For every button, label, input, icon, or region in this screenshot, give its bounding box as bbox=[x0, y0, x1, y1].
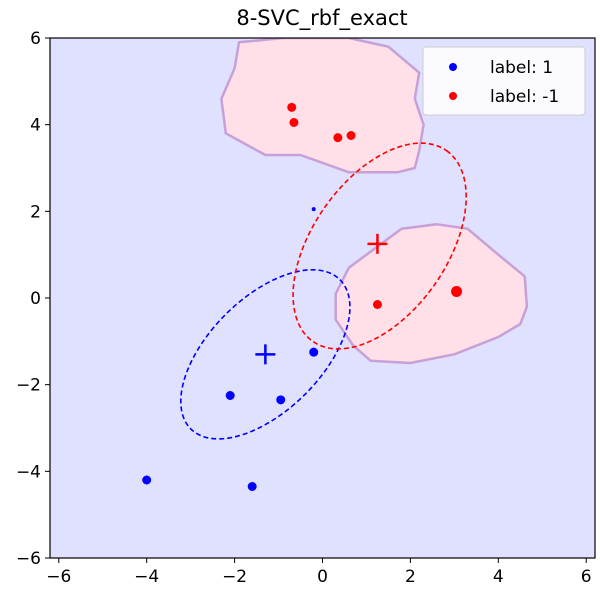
decision-region-positive-2 bbox=[334, 223, 529, 365]
data-point-series-2-5 bbox=[372, 300, 382, 309]
legend-label-series-1: label: 1 bbox=[490, 58, 553, 78]
x-tick-label: −4 bbox=[134, 567, 159, 587]
y-tick-label: 2 bbox=[30, 202, 41, 222]
x-tick-label: −6 bbox=[46, 567, 71, 587]
legend-label-series-2: label: -1 bbox=[490, 87, 559, 107]
data-point-series-1-3 bbox=[276, 395, 286, 405]
y-tick-label: −6 bbox=[16, 549, 41, 569]
data-point-series-1-1 bbox=[309, 347, 319, 357]
plot-area bbox=[50, 38, 595, 558]
y-tick-label: 0 bbox=[30, 289, 41, 309]
data-point-series-2-4 bbox=[346, 131, 356, 140]
data-point-series-2-3 bbox=[333, 133, 343, 143]
data-point-series-1-4 bbox=[142, 475, 152, 485]
legend-marker-series-2 bbox=[449, 92, 457, 100]
legend: label: 1 label: -1 bbox=[422, 46, 586, 116]
x-tick-label: 2 bbox=[405, 567, 416, 587]
y-tick-label: −2 bbox=[16, 376, 41, 396]
data-point-series-1-6 bbox=[311, 207, 316, 212]
data-point-series-2-6 bbox=[451, 286, 463, 297]
data-point-series-1-2 bbox=[225, 391, 235, 400]
legend-marker-series-1 bbox=[449, 63, 457, 71]
data-point-series-2-2 bbox=[289, 118, 299, 127]
x-tick-label: −2 bbox=[222, 567, 247, 587]
data-point-series-1-5 bbox=[247, 482, 257, 491]
x-tick-label: 4 bbox=[493, 567, 504, 587]
decision-region-positive-1 bbox=[220, 38, 425, 174]
legend-box bbox=[422, 46, 586, 116]
y-tick-label: 4 bbox=[30, 116, 41, 136]
x-tick-label: 0 bbox=[317, 567, 328, 587]
y-tick-label: −4 bbox=[16, 462, 41, 482]
x-tick-label: 6 bbox=[581, 567, 592, 587]
y-tick-label: 6 bbox=[30, 29, 41, 49]
chart-title: 8-SVC_rbf_exact bbox=[236, 6, 407, 31]
data-point-series-2-1 bbox=[287, 102, 297, 112]
covariance-ellipse-series-2 bbox=[292, 142, 467, 350]
axes: −6 −4 −2 0 2 4 6 −6 −4 −2 0 2 4 6 bbox=[16, 29, 596, 587]
